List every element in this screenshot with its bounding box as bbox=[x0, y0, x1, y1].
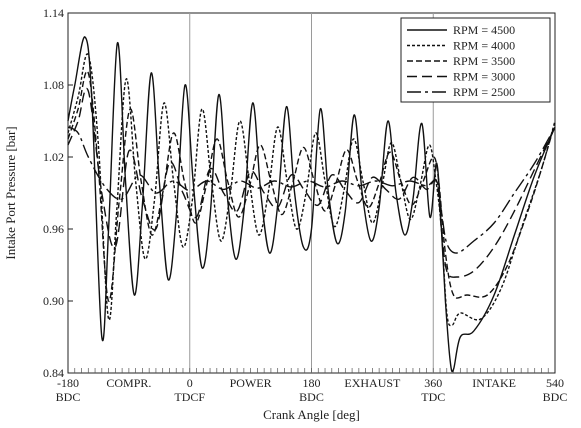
x-axis-label: Crank Angle [deg] bbox=[263, 407, 360, 422]
x-tick-sublabel: BDC bbox=[56, 390, 81, 404]
x-tick-sublabel: TDCF bbox=[174, 390, 205, 404]
y-tick-label: 0.90 bbox=[43, 294, 64, 308]
legend-label: RPM = 4000 bbox=[453, 39, 515, 53]
series-line bbox=[67, 36, 556, 373]
x-minor-ticks bbox=[74, 368, 549, 373]
series-line bbox=[67, 87, 556, 278]
legend-label: RPM = 3500 bbox=[453, 54, 515, 68]
x-tick-label: 540 bbox=[546, 376, 564, 390]
legend-label: RPM = 4500 bbox=[453, 23, 515, 37]
x-tick-sublabel: BDC bbox=[299, 390, 324, 404]
y-axis-ticks: 0.84 0.90 0.96 1.02 1.08 1.14 bbox=[43, 6, 73, 380]
x-tick-label: 180 bbox=[303, 376, 321, 390]
stroke-label: INTAKE bbox=[472, 376, 516, 390]
x-tick-sublabel: TDC bbox=[421, 390, 445, 404]
legend-label: RPM = 2500 bbox=[453, 85, 515, 99]
series-lines bbox=[67, 36, 556, 373]
series-line bbox=[67, 126, 556, 254]
series-line bbox=[67, 53, 556, 327]
x-tick-label: 0 bbox=[187, 376, 193, 390]
x-tick-label: -180 bbox=[57, 376, 79, 390]
y-axis-label: Intake Port Pressure [bar] bbox=[3, 126, 18, 259]
x-tick-label: 360 bbox=[424, 376, 442, 390]
y-tick-label: 0.96 bbox=[43, 222, 64, 236]
y-tick-label: 0.84 bbox=[43, 366, 64, 380]
x-tick-sublabel: BDC bbox=[543, 390, 568, 404]
y-tick-label: 1.14 bbox=[43, 6, 64, 20]
stroke-phase-labels: COMPR. POWER EXHAUST INTAKE bbox=[106, 376, 516, 390]
stroke-label: COMPR. bbox=[106, 376, 151, 390]
legend-box bbox=[400, 17, 551, 103]
stroke-label: POWER bbox=[230, 376, 272, 390]
y-tick-label: 1.02 bbox=[43, 150, 64, 164]
stroke-label: EXHAUST bbox=[344, 376, 401, 390]
legend-label: RPM = 3000 bbox=[453, 70, 515, 84]
series-line bbox=[67, 70, 556, 302]
y-tick-label: 1.08 bbox=[43, 78, 64, 92]
